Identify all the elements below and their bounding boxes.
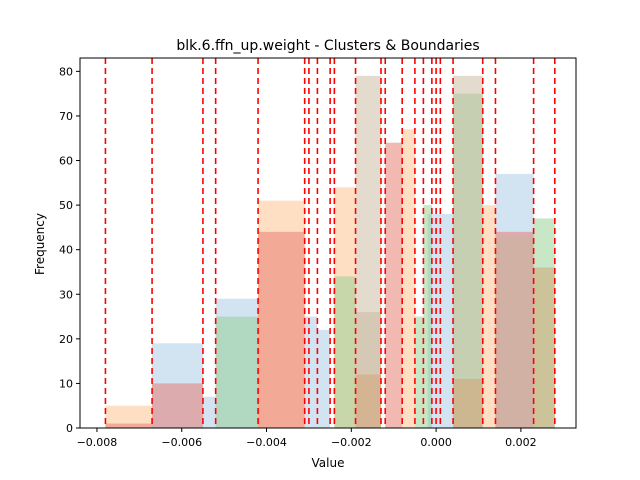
histogram-bar <box>202 396 216 428</box>
histogram-bar <box>105 405 153 428</box>
histogram-bar <box>105 423 153 428</box>
histogram-bar <box>317 329 331 428</box>
y-tick-label: 70 <box>59 110 73 123</box>
y-tick-label: 40 <box>59 244 73 257</box>
histogram-bar <box>258 231 305 428</box>
chart-title: blk.6.ffn_up.weight - Clusters & Boundar… <box>176 38 479 54</box>
histogram-bar <box>304 316 318 428</box>
y-tick-label: 20 <box>59 333 73 346</box>
histogram-bar <box>495 236 534 428</box>
x-tick-label: −0.008 <box>77 436 118 449</box>
y-tick-label: 50 <box>59 199 73 212</box>
x-axis-label: Value <box>312 456 345 470</box>
histogram-bar <box>533 267 555 428</box>
histogram-bar <box>385 142 403 428</box>
y-tick-label: 80 <box>59 65 73 78</box>
histogram-bar <box>334 276 356 428</box>
histogram-bar <box>355 374 381 428</box>
cluster-boundaries <box>104 58 556 428</box>
x-tick-label: −0.006 <box>161 436 202 449</box>
histogram-bar <box>414 316 424 428</box>
x-tick-label: −0.002 <box>331 436 372 449</box>
y-tick-label: 0 <box>66 422 73 435</box>
y-tick-label: 30 <box>59 288 73 301</box>
histogram-bar <box>482 205 496 428</box>
y-tick-label: 60 <box>59 155 73 168</box>
x-tick-label: 0.000 <box>420 436 452 449</box>
histogram-bar <box>423 205 432 428</box>
histogram-bar <box>453 75 483 428</box>
x-axis-ticks: −0.008 −0.006 −0.004 −0.002 0.000 0.002 <box>77 428 537 449</box>
y-tick-label: 10 <box>59 377 73 390</box>
y-axis-ticks: 0 10 20 30 40 50 60 70 80 <box>59 65 80 435</box>
histogram-bar <box>402 129 415 428</box>
histogram-bar <box>215 316 259 428</box>
y-axis-label: Frequency <box>33 213 47 275</box>
axes-frame <box>79 57 577 429</box>
histogram-bar <box>152 383 203 428</box>
histogram-bar <box>453 378 483 428</box>
x-tick-label: 0.002 <box>505 436 537 449</box>
x-tick-label: −0.004 <box>246 436 287 449</box>
